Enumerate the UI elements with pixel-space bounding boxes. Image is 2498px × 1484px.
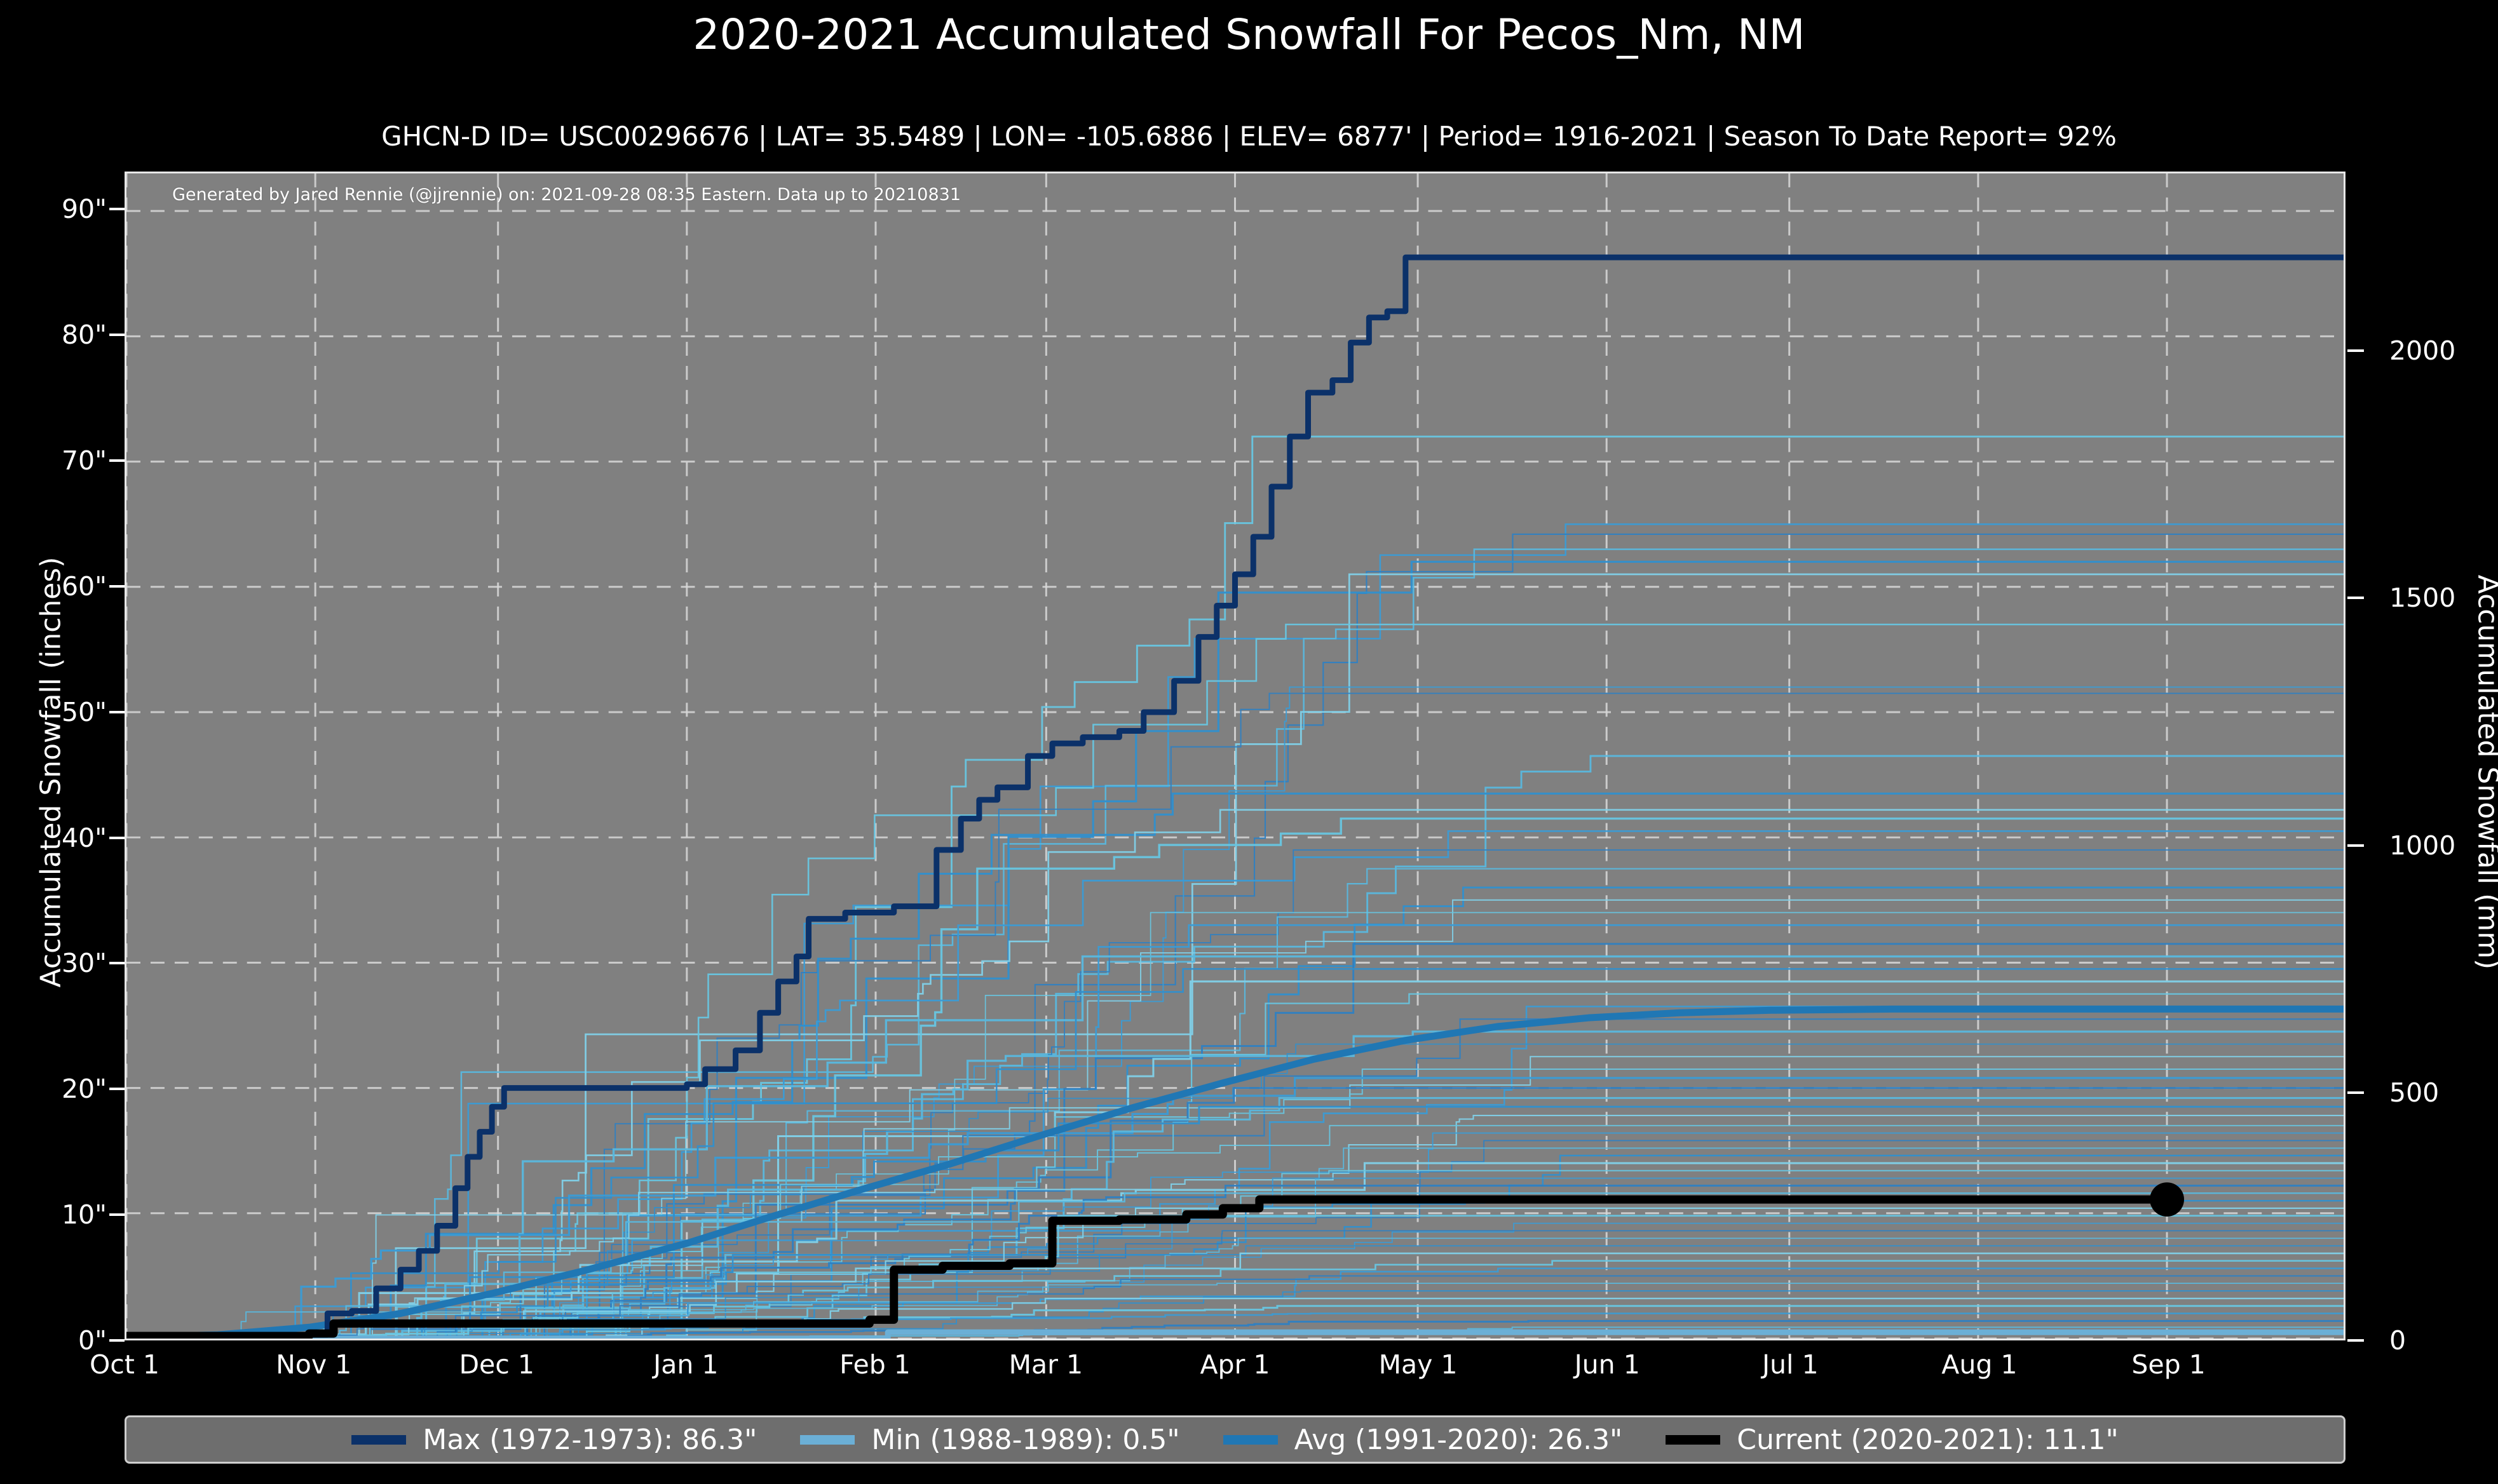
x-tick-label: Jan 1 [653,1349,719,1380]
y-tick-mark-left [109,584,125,588]
legend-label: Current (2020-2021): 11.1" [1737,1423,2119,1456]
x-tick-label: May 1 [1378,1349,1458,1380]
legend-current[interactable]: Current (2020-2021): 11.1" [1666,1423,2119,1456]
series-current [126,1182,2184,1339]
y-tick-label-right: 0 [2389,1325,2406,1356]
y-tick-mark-left [109,208,125,211]
chart-subtitle: GHCN-D ID= USC00296676 | LAT= 35.5489 | … [381,121,2117,152]
y-tick-label-right: 1000 [2389,830,2456,861]
y-tick-label-left: 90" [61,194,107,225]
generated-by-note: Generated by Jared Rennie (@jjrennie) on… [172,185,961,205]
x-tick-label: Feb 1 [839,1349,911,1380]
x-tick-label: Jun 1 [1574,1349,1640,1380]
y-tick-label-left: 30" [61,948,107,979]
y-tick-mark-right [2347,1091,2364,1095]
y-tick-label-left: 10" [61,1199,107,1231]
series-max [126,254,2344,1339]
y-tick-label-left: 40" [61,822,107,853]
chart-legend[interactable]: Max (1972-1973): 86.3" Min (1988-1989): 0… [125,1415,2345,1464]
y-tick-mark-left [109,710,125,713]
legend-label: Avg (1991-2020): 26.3" [1294,1423,1623,1456]
legend-color-swatch [351,1434,407,1445]
y-tick-mark-right [2347,597,2364,600]
legend-avg[interactable]: Avg (1991-2020): 26.3" [1223,1423,1623,1456]
y-axis-label-left: Accumulated Snowfall (inches) [34,556,67,988]
y-tick-mark-right [2347,844,2364,847]
historical-season-lines [126,435,2344,1339]
page-title: 2020-2021 Accumulated Snowfall For Pecos… [693,10,1805,59]
y-tick-mark-left [109,962,125,965]
legend-color-swatch [800,1434,855,1445]
y-tick-mark-left [109,1339,125,1342]
series-avg [126,1005,2344,1339]
series-min [126,1329,2344,1339]
x-tick-label: Mar 1 [1008,1349,1083,1380]
legend-max[interactable]: Max (1972-1973): 86.3" [351,1424,757,1456]
y-tick-mark-left [109,1213,125,1217]
y-tick-label-right: 1500 [2389,583,2456,614]
x-tick-label: Dec 1 [459,1349,534,1380]
y-tick-mark-left [109,836,125,839]
y-tick-mark-right [2347,1339,2364,1342]
x-tick-label: Nov 1 [276,1349,352,1380]
y-tick-mark-left [109,334,125,337]
legend-label: Min (1988-1989): 0.5" [871,1423,1180,1456]
legend-color-swatch [1666,1434,1721,1445]
y-tick-label-left: 20" [61,1074,107,1105]
x-tick-label: Apr 1 [1200,1349,1270,1380]
y-tick-mark-right [2347,349,2364,352]
y-tick-label-left: 70" [61,445,107,476]
y-tick-label-left: 0" [78,1325,107,1356]
y-tick-mark-left [109,1088,125,1091]
x-tick-label: Aug 1 [1941,1349,2018,1380]
legend-label: Max (1972-1973): 86.3" [423,1423,757,1456]
plot-area[interactable]: Generated by Jared Rennie (@jjrennie) on… [125,172,2345,1340]
x-tick-label: Sep 1 [2131,1349,2206,1380]
legend-color-swatch [1223,1434,1278,1445]
y-tick-label-left: 50" [61,696,107,727]
legend-min[interactable]: Min (1988-1989): 0.5" [800,1423,1180,1456]
y-tick-label-right: 2000 [2389,335,2456,366]
x-tick-label: Oct 1 [89,1349,160,1380]
chart-canvas [126,173,2344,1339]
y-tick-label-left: 80" [61,320,107,351]
y-tick-label-right: 500 [2389,1077,2440,1109]
y-tick-label-left: 60" [61,570,107,602]
y-tick-mark-left [109,459,125,462]
x-tick-label: Jul 1 [1761,1349,1819,1380]
current-end-marker [2150,1182,2184,1217]
y-axis-label-right: Accumulated Snowfall (mm) [2471,574,2498,970]
